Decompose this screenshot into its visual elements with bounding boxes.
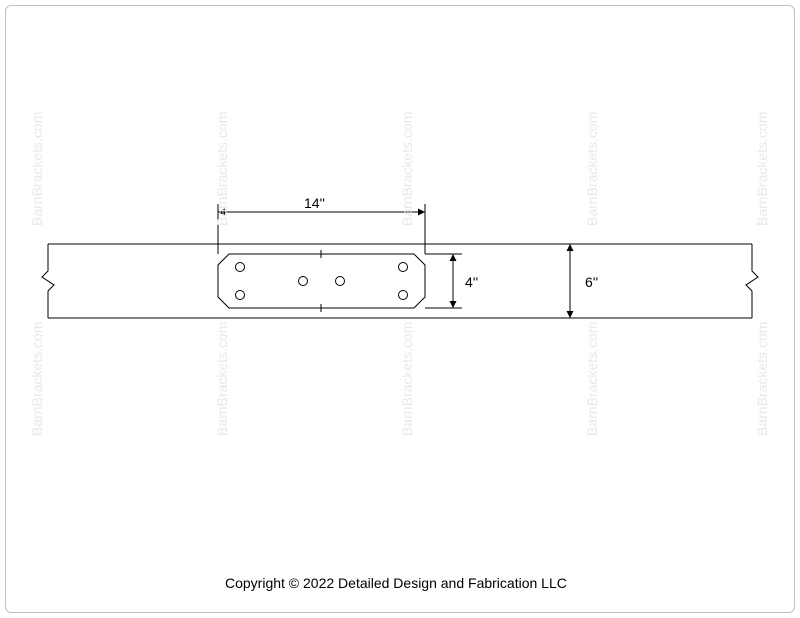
dimension-label-plate-height: 4'': [465, 274, 478, 290]
dimension-label-width: 14'': [304, 195, 325, 211]
copyright-text: Copyright © 2022 Detailed Design and Fab…: [225, 575, 567, 591]
drawing-svg: [0, 0, 800, 618]
dimension-label-beam-height: 6'': [585, 274, 598, 290]
drawing-stage: [0, 0, 800, 618]
